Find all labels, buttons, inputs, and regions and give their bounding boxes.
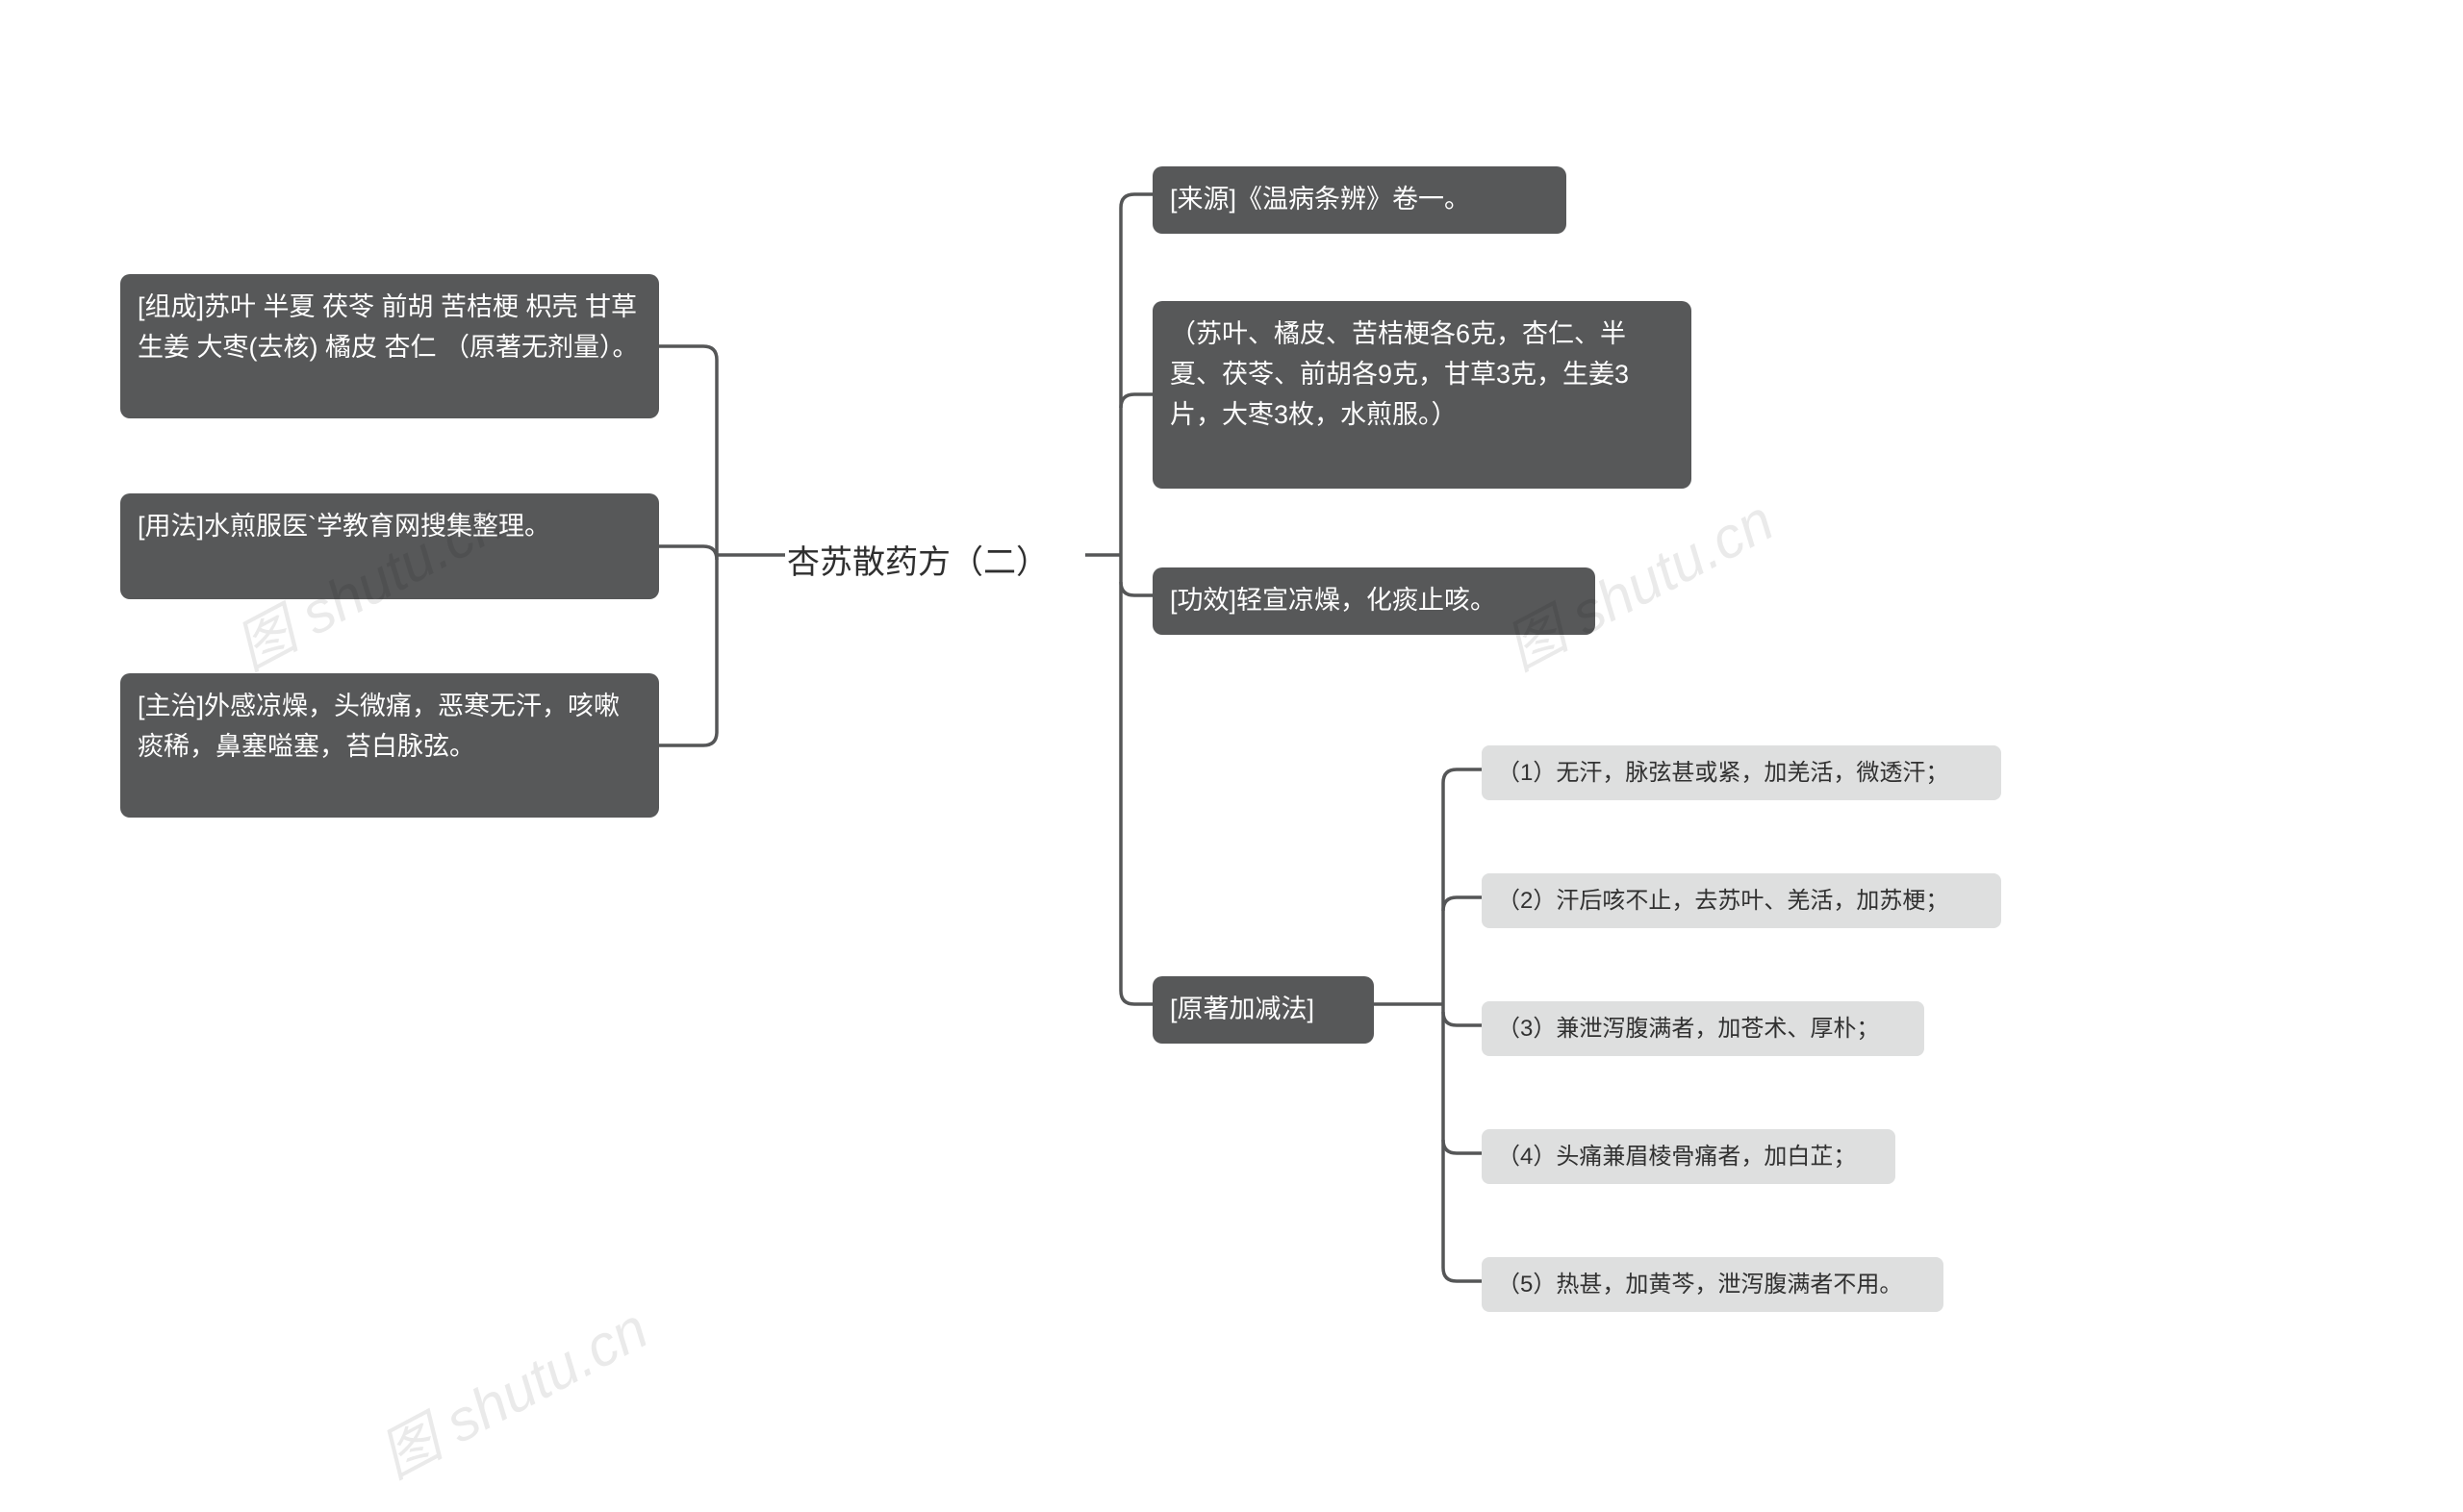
sub-node: （3）兼泄泻腹满者，加苍术、厚朴； (1482, 1001, 1924, 1056)
right-node: [功效]轻宣凉燥，化痰止咳。 (1153, 567, 1595, 635)
right-node: （苏叶、橘皮、苦桔梗各6克，杏仁、半夏、茯苓、前胡各9克，甘草3克，生姜3片，大… (1153, 301, 1691, 489)
left-node: [用法]水煎服医`学教育网搜集整理。 (120, 493, 659, 599)
sub-node: （4）头痛兼眉棱骨痛者，加白芷； (1482, 1129, 1895, 1184)
watermark: 图 shutu.cn (363, 1283, 660, 1494)
center-node: 杏苏散药方（二） (787, 536, 1095, 583)
left-node: [主治]外感凉燥，头微痛，恶寒无汗，咳嗽痰稀，鼻塞嗌塞，苔白脉弦。 (120, 673, 659, 818)
right-node: [来源]《温病条辨》卷一。 (1153, 166, 1566, 234)
sub-node: （5）热甚，加黄芩，泄泻腹满者不用。 (1482, 1257, 1943, 1312)
left-node: [组成]苏叶 半夏 茯苓 前胡 苦桔梗 枳壳 甘草 生姜 大枣(去核) 橘皮 杏… (120, 274, 659, 418)
sub-node: （2）汗后咳不止，去苏叶、羌活，加苏梗； (1482, 873, 2001, 928)
right-node: [原著加减法] (1153, 976, 1374, 1044)
sub-node: （1）无汗，脉弦甚或紧，加羌活，微透汗； (1482, 745, 2001, 800)
